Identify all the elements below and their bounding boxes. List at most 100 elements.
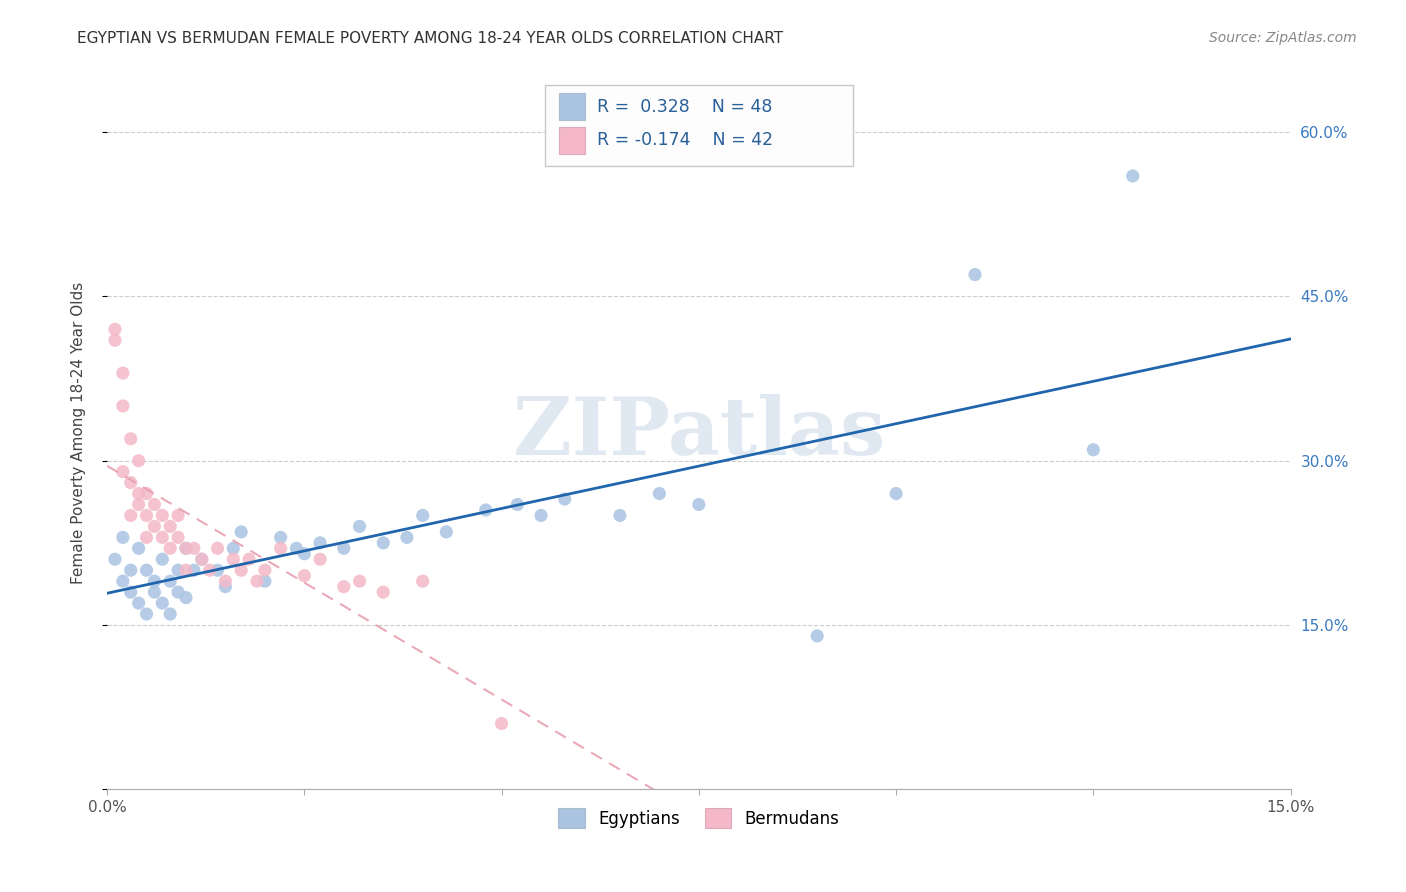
Y-axis label: Female Poverty Among 18-24 Year Olds: Female Poverty Among 18-24 Year Olds	[72, 282, 86, 584]
Point	[174, 563, 197, 577]
Point	[963, 268, 986, 282]
Point	[412, 574, 434, 589]
Point	[434, 524, 457, 539]
Point	[190, 552, 212, 566]
Point	[143, 498, 166, 512]
Point	[150, 552, 173, 566]
Point	[333, 580, 356, 594]
Point	[111, 366, 134, 380]
Point	[128, 486, 150, 500]
Point	[222, 541, 245, 556]
Point	[174, 591, 197, 605]
Text: ZIPatlas: ZIPatlas	[513, 394, 884, 473]
Point	[150, 530, 173, 544]
Point	[159, 519, 181, 533]
Point	[150, 508, 173, 523]
Point	[143, 519, 166, 533]
Point	[214, 574, 236, 589]
Point	[143, 585, 166, 599]
Point	[253, 563, 276, 577]
Point	[174, 541, 197, 556]
Point	[128, 596, 150, 610]
Point	[412, 508, 434, 523]
Point	[554, 491, 576, 506]
Point	[167, 508, 190, 523]
Point	[231, 524, 253, 539]
Point	[111, 574, 134, 589]
Point	[104, 333, 127, 347]
Point	[349, 519, 371, 533]
Point	[111, 399, 134, 413]
Point	[159, 574, 181, 589]
Point	[135, 607, 157, 621]
Point	[1083, 442, 1105, 457]
Point	[104, 322, 127, 336]
Point	[159, 607, 181, 621]
Point	[688, 498, 710, 512]
Point	[1122, 169, 1144, 183]
Point	[884, 486, 907, 500]
Point	[120, 432, 142, 446]
Point	[150, 596, 173, 610]
Point	[349, 574, 371, 589]
Point	[111, 530, 134, 544]
Point	[198, 563, 221, 577]
Point	[506, 498, 529, 512]
Point	[648, 486, 671, 500]
Point	[128, 453, 150, 467]
Point	[214, 580, 236, 594]
Point	[135, 530, 157, 544]
Bar	[560, 127, 585, 153]
Legend: Egyptians, Bermudans: Egyptians, Bermudans	[551, 802, 846, 834]
Point	[292, 547, 315, 561]
Bar	[560, 93, 585, 120]
Point	[159, 541, 181, 556]
Point	[135, 508, 157, 523]
Point	[104, 552, 127, 566]
Point	[222, 552, 245, 566]
Point	[395, 530, 418, 544]
Point	[270, 541, 292, 556]
Point	[207, 563, 229, 577]
Point	[167, 585, 190, 599]
Text: R =  0.328    N = 48: R = 0.328 N = 48	[598, 97, 772, 116]
Text: R = -0.174    N = 42: R = -0.174 N = 42	[598, 131, 773, 149]
Point	[246, 574, 269, 589]
Point	[309, 552, 332, 566]
Text: EGYPTIAN VS BERMUDAN FEMALE POVERTY AMONG 18-24 YEAR OLDS CORRELATION CHART: EGYPTIAN VS BERMUDAN FEMALE POVERTY AMON…	[77, 31, 783, 46]
Point	[292, 568, 315, 582]
Point	[120, 508, 142, 523]
Point	[309, 536, 332, 550]
Point	[333, 541, 356, 556]
Point	[207, 541, 229, 556]
Point	[111, 465, 134, 479]
Point	[491, 716, 513, 731]
Point	[609, 508, 631, 523]
Point	[174, 541, 197, 556]
Point	[806, 629, 828, 643]
Point	[231, 563, 253, 577]
Point	[120, 585, 142, 599]
Point	[270, 530, 292, 544]
Point	[167, 530, 190, 544]
Point	[167, 563, 190, 577]
Point	[373, 585, 395, 599]
Point	[128, 541, 150, 556]
Point	[475, 503, 498, 517]
Point	[128, 498, 150, 512]
Point	[143, 574, 166, 589]
FancyBboxPatch shape	[546, 85, 852, 167]
Point	[238, 552, 260, 566]
Point	[373, 536, 395, 550]
Point	[183, 563, 205, 577]
Text: Source: ZipAtlas.com: Source: ZipAtlas.com	[1209, 31, 1357, 45]
Point	[530, 508, 553, 523]
Point	[120, 475, 142, 490]
Point	[190, 552, 212, 566]
Point	[183, 541, 205, 556]
Point	[135, 563, 157, 577]
Point	[285, 541, 308, 556]
Point	[253, 574, 276, 589]
Point	[120, 563, 142, 577]
Point	[135, 486, 157, 500]
